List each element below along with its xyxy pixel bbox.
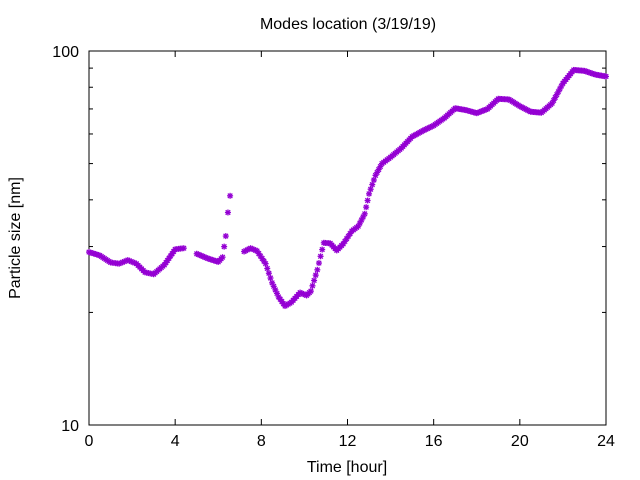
data-point	[314, 266, 321, 273]
y-tick-label: 100	[52, 44, 79, 61]
x-axis: 0 4 8 12 16 20 24	[85, 51, 615, 450]
chart-title: Modes location (3/19/19)	[260, 16, 436, 33]
data-point	[262, 260, 269, 267]
data-point	[317, 253, 324, 260]
data-point	[222, 233, 229, 240]
y-tick-label: 10	[61, 418, 79, 435]
x-tick-label: 12	[339, 433, 357, 450]
x-tick-label: 20	[511, 433, 529, 450]
data-point	[221, 243, 228, 250]
data-point	[309, 282, 316, 289]
data-series	[86, 66, 609, 310]
x-tick-label: 8	[257, 433, 266, 450]
x-tick-label: 4	[171, 433, 180, 450]
data-point	[227, 192, 234, 199]
data-point	[367, 186, 374, 193]
data-point	[319, 246, 326, 253]
data-point	[370, 176, 377, 183]
data-point	[224, 209, 231, 216]
data-point	[355, 223, 362, 230]
x-axis-label: Time [hour]	[307, 459, 387, 476]
data-point	[315, 260, 322, 267]
data-point	[361, 210, 368, 217]
data-point	[180, 245, 187, 252]
data-point	[307, 288, 314, 295]
y-axis-label: Particle size [nm]	[7, 177, 24, 299]
data-point	[363, 204, 370, 211]
data-point	[366, 190, 373, 197]
data-point	[312, 272, 319, 279]
data-point	[603, 73, 609, 80]
x-tick-label: 0	[85, 433, 94, 450]
y-axis: 10 100	[52, 44, 606, 435]
data-point	[364, 197, 371, 204]
data-point	[267, 275, 274, 282]
data-point	[219, 254, 226, 261]
x-tick-label: 24	[597, 433, 615, 450]
x-tick-label: 16	[425, 433, 443, 450]
data-point	[265, 270, 272, 277]
data-point	[311, 277, 318, 284]
data-point	[369, 181, 376, 188]
data-point	[264, 265, 271, 272]
